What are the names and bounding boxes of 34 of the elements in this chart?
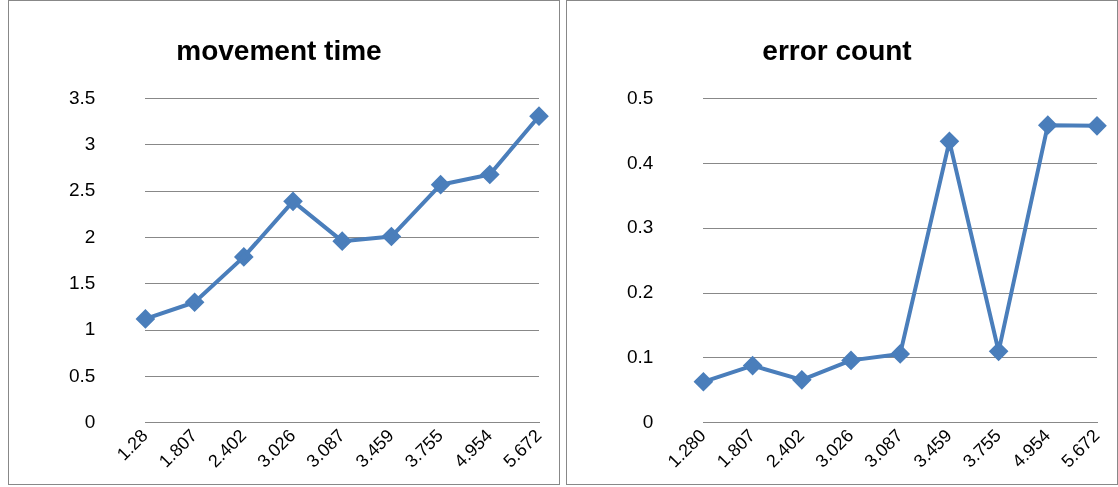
- point: [989, 342, 1008, 361]
- point: [530, 107, 548, 126]
- y-tick-label: 2.5: [68, 179, 96, 201]
- point: [284, 192, 303, 211]
- y-tick-label: 0.3: [626, 216, 654, 238]
- y-tick-label: 1: [84, 318, 96, 340]
- y-tick-label: 2: [84, 225, 96, 247]
- y-tick-label: 0.5: [68, 364, 96, 386]
- chart-title: movement time: [176, 34, 382, 66]
- point: [940, 132, 959, 151]
- y-tick-label: 0: [84, 410, 96, 432]
- point: [1088, 116, 1106, 135]
- point: [792, 370, 811, 389]
- y-tick-label: 0.5: [626, 86, 654, 108]
- y-tick-label: 3.5: [68, 86, 96, 108]
- point: [333, 232, 352, 251]
- y-tick-label: 3: [84, 133, 96, 155]
- y-tick-label: 0.2: [626, 281, 654, 303]
- y-tick-label: 0: [642, 410, 654, 432]
- point: [136, 309, 155, 328]
- y-tick-label: 0.1: [626, 346, 654, 368]
- point: [743, 356, 762, 375]
- point: [234, 247, 253, 266]
- y-tick-label: 1.5: [68, 271, 96, 293]
- point: [382, 227, 401, 246]
- point: [431, 175, 450, 194]
- chart-title: error count: [762, 34, 912, 66]
- point: [480, 165, 499, 184]
- point: [185, 293, 204, 312]
- point: [1038, 116, 1057, 135]
- y-tick-label: 0.4: [626, 151, 654, 173]
- point: [842, 351, 861, 370]
- point: [891, 344, 910, 363]
- point: [694, 372, 713, 391]
